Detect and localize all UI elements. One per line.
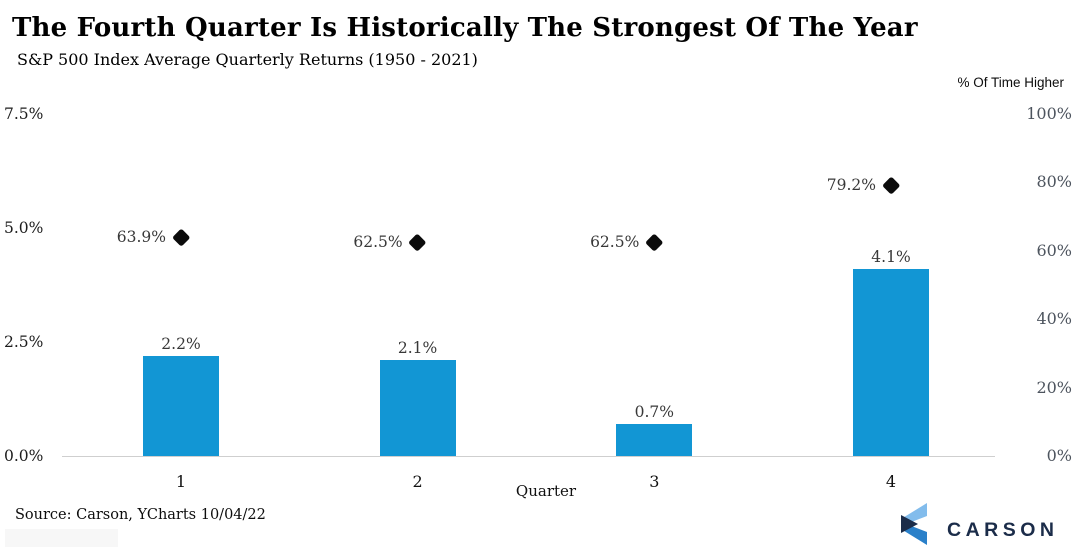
carson-logo: CARSON: [896, 503, 1059, 545]
x-tick-label: 2: [412, 472, 423, 491]
bar-value-label: 2.1%: [397, 339, 438, 358]
right-axis-tick: 0%: [1046, 446, 1072, 465]
carson-chevron-icon: [901, 503, 927, 545]
bar: [143, 355, 219, 456]
diamond-marker: [882, 176, 900, 194]
bar: [853, 269, 929, 456]
left-axis-tick: 7.5%: [4, 105, 44, 123]
source-note: Source: Carson, YCharts 10/04/22: [15, 507, 266, 523]
bar-value-label: 0.7%: [634, 403, 674, 422]
right-axis-tick: 80%: [1036, 172, 1072, 192]
x-tick-label: 1: [175, 472, 187, 491]
right-axis-tick: 40%: [1036, 309, 1072, 329]
marker-value-label: 79.2%: [826, 176, 876, 195]
marker-value-label: 63.9%: [116, 228, 166, 247]
watermark-box: [5, 529, 118, 547]
x-tick-label: 3: [649, 472, 660, 491]
carson-wordmark: CARSON: [947, 518, 1059, 541]
left-axis-tick: 2.5%: [4, 333, 44, 351]
diamond-marker: [408, 233, 427, 252]
right-axis-tick: 20%: [1036, 377, 1072, 397]
bar-value-label: 2.2%: [161, 334, 201, 353]
zero-baseline: [62, 456, 995, 457]
left-axis-tick: 0.0%: [4, 447, 44, 465]
chart-subtitle: S&P 500 Index Average Quarterly Returns …: [17, 50, 478, 69]
left-axis-tick: 5.0%: [4, 219, 44, 237]
diamond-marker: [172, 228, 190, 247]
x-axis-label: Quarter: [515, 482, 577, 500]
right-axis-title: % Of Time Higher: [957, 75, 1064, 90]
x-tick-label: 4: [885, 472, 897, 491]
right-axis-tick: 60%: [1036, 240, 1072, 260]
diamond-marker: [645, 233, 664, 252]
bar: [616, 424, 693, 456]
marker-value-label: 62.5%: [353, 233, 403, 252]
bar-value-label: 4.1%: [871, 248, 911, 267]
page-title: The Fourth Quarter Is Historically The S…: [12, 13, 918, 43]
right-axis-tick: 100%: [1026, 104, 1072, 123]
marker-value-label: 62.5%: [590, 233, 640, 252]
bar: [379, 360, 456, 456]
